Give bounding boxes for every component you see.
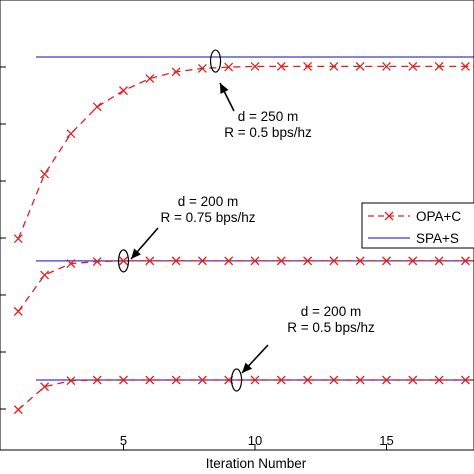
series-1-marker bbox=[13, 405, 23, 415]
series-1-marker bbox=[66, 129, 76, 139]
series-1-marker bbox=[92, 102, 102, 112]
series-1-marker bbox=[197, 375, 207, 385]
legend-box bbox=[361, 202, 474, 249]
plot-area bbox=[13, 56, 474, 415]
series-1-marker bbox=[408, 61, 418, 71]
series-1-marker bbox=[250, 256, 260, 266]
series-1-marker bbox=[171, 375, 181, 385]
series-1-marker bbox=[119, 256, 128, 266]
series-1-marker bbox=[197, 63, 207, 73]
series-1-marker bbox=[92, 257, 102, 267]
series-1-marker bbox=[329, 375, 339, 385]
series-1-marker bbox=[355, 61, 365, 71]
legend-label-series-2: SPA+S bbox=[416, 231, 459, 246]
x-axis-title: Iteration Number bbox=[206, 456, 307, 471]
series-1-line-3 bbox=[17, 379, 474, 411]
annotation-2-arrowhead bbox=[131, 248, 141, 259]
annotation-1-line-1: d = 250 m bbox=[238, 109, 298, 124]
series-1-marker bbox=[145, 256, 155, 266]
series-1-marker bbox=[224, 256, 234, 266]
annotation-3-line-1: d = 200 m bbox=[301, 304, 361, 319]
series-1-marker bbox=[13, 306, 23, 316]
series-1-marker bbox=[382, 61, 391, 71]
series-1-marker bbox=[355, 256, 365, 266]
series-1-marker bbox=[40, 270, 50, 280]
series-1-marker bbox=[408, 256, 418, 266]
series-1-marker bbox=[434, 256, 444, 266]
legend-marker-series-1 bbox=[384, 211, 394, 221]
series-1-marker bbox=[119, 375, 128, 385]
series-1-marker bbox=[119, 86, 128, 96]
series-1-marker bbox=[460, 256, 470, 266]
series-1-marker bbox=[40, 382, 50, 392]
series-1-marker bbox=[145, 375, 155, 385]
series-1-marker bbox=[250, 61, 260, 71]
series-1-marker bbox=[224, 62, 234, 72]
series-1-marker bbox=[460, 61, 470, 71]
annotation-1-ellipse bbox=[209, 49, 222, 73]
series-1-line-2 bbox=[17, 260, 474, 312]
series-1-line-1 bbox=[17, 65, 474, 239]
annotation-3-line-2: R = 0.5 bps/hz bbox=[287, 320, 375, 335]
x-axis-ticks: 5 10 15 bbox=[120, 433, 394, 450]
legend-label-series-1: OPA+C bbox=[416, 209, 461, 224]
x-tick-label: 15 bbox=[379, 433, 393, 448]
series-1-marker bbox=[434, 61, 444, 71]
series-1-marker bbox=[276, 61, 286, 71]
annotation-2-ellipse bbox=[117, 249, 130, 273]
x-tick-label: 5 bbox=[120, 433, 127, 448]
series-1-marker bbox=[66, 259, 76, 269]
series-1-marker bbox=[408, 375, 418, 385]
series-1-marker bbox=[355, 375, 365, 385]
legend: OPA+C SPA+S bbox=[361, 202, 474, 249]
annotation-2-line-1: d = 200 m bbox=[178, 194, 238, 209]
series-1-marker bbox=[171, 67, 181, 77]
series-1-marker bbox=[329, 256, 339, 266]
series-1-marker bbox=[197, 256, 207, 266]
series-1-marker bbox=[303, 61, 313, 71]
series-1-marker bbox=[13, 234, 23, 244]
series-1-marker bbox=[92, 375, 102, 385]
series-1-marker bbox=[382, 256, 391, 266]
annotation-1-arrowhead bbox=[220, 83, 229, 94]
series-1-marker bbox=[303, 375, 313, 385]
series-1-marker bbox=[276, 256, 286, 266]
annotation-3-ellipse bbox=[230, 368, 243, 392]
series-1-marker bbox=[171, 256, 181, 266]
annotation-1-line-2: R = 0.5 bps/hz bbox=[224, 125, 312, 140]
series-1-marker bbox=[40, 169, 50, 179]
series-1-marker bbox=[329, 61, 339, 71]
series-1-marker bbox=[250, 375, 260, 385]
series-1-marker bbox=[434, 375, 444, 385]
series-1-marker bbox=[276, 375, 286, 385]
series-1-marker bbox=[66, 376, 76, 386]
series-1-marker bbox=[460, 375, 470, 385]
series-1-marker bbox=[303, 256, 313, 266]
annotation-3-arrowhead bbox=[242, 362, 253, 373]
y-axis-ticks bbox=[0, 66, 6, 410]
x-tick-label: 10 bbox=[248, 433, 262, 448]
annotations: d = 250 mR = 0.5 bps/hzd = 200 mR = 0.75… bbox=[117, 49, 375, 392]
series-1-marker bbox=[382, 375, 391, 385]
series-1-marker bbox=[145, 74, 155, 83]
plot-frame bbox=[0, 0, 474, 451]
annotation-2-line-2: R = 0.75 bps/hz bbox=[161, 210, 256, 225]
